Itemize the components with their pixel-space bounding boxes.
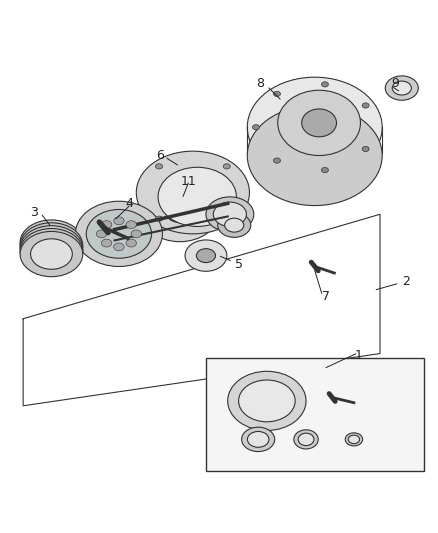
Text: 11: 11 xyxy=(180,175,196,188)
Ellipse shape xyxy=(321,82,328,87)
Ellipse shape xyxy=(31,230,72,261)
Ellipse shape xyxy=(247,77,382,177)
Ellipse shape xyxy=(31,233,72,263)
Ellipse shape xyxy=(239,380,295,422)
Ellipse shape xyxy=(20,220,83,265)
Ellipse shape xyxy=(278,90,360,156)
Ellipse shape xyxy=(321,167,328,173)
Text: 8: 8 xyxy=(256,77,265,90)
Ellipse shape xyxy=(96,230,107,238)
Text: 9: 9 xyxy=(391,77,399,90)
Ellipse shape xyxy=(155,216,162,221)
Ellipse shape xyxy=(362,103,369,108)
Ellipse shape xyxy=(253,125,259,130)
Ellipse shape xyxy=(20,229,83,274)
Ellipse shape xyxy=(348,435,360,443)
Ellipse shape xyxy=(362,147,369,151)
Ellipse shape xyxy=(75,201,162,266)
Ellipse shape xyxy=(206,197,254,232)
Text: 7: 7 xyxy=(321,290,330,303)
Ellipse shape xyxy=(223,216,230,221)
Ellipse shape xyxy=(294,430,318,449)
Ellipse shape xyxy=(136,151,250,234)
Ellipse shape xyxy=(155,164,162,169)
Ellipse shape xyxy=(31,228,72,258)
Ellipse shape xyxy=(158,167,237,227)
Ellipse shape xyxy=(196,249,215,263)
Ellipse shape xyxy=(225,218,244,232)
Text: 6: 6 xyxy=(156,149,164,162)
FancyBboxPatch shape xyxy=(206,358,424,471)
Ellipse shape xyxy=(302,109,336,137)
Ellipse shape xyxy=(223,164,230,169)
Ellipse shape xyxy=(101,239,112,247)
Text: 1: 1 xyxy=(354,349,362,362)
Ellipse shape xyxy=(273,158,280,163)
Text: 3: 3 xyxy=(30,206,38,219)
Ellipse shape xyxy=(114,243,124,251)
Ellipse shape xyxy=(31,236,72,266)
Ellipse shape xyxy=(385,76,418,100)
Ellipse shape xyxy=(141,182,219,241)
Ellipse shape xyxy=(31,239,72,269)
Ellipse shape xyxy=(126,239,136,247)
Ellipse shape xyxy=(101,221,112,229)
Text: 4: 4 xyxy=(126,197,134,210)
Ellipse shape xyxy=(20,231,83,277)
Text: 5: 5 xyxy=(235,258,243,271)
Ellipse shape xyxy=(20,225,83,271)
Ellipse shape xyxy=(242,427,275,451)
Text: 2: 2 xyxy=(402,275,410,288)
Ellipse shape xyxy=(213,202,247,227)
Ellipse shape xyxy=(273,91,280,96)
Ellipse shape xyxy=(218,213,251,237)
Ellipse shape xyxy=(247,431,269,447)
Ellipse shape xyxy=(131,230,141,238)
Ellipse shape xyxy=(185,240,227,271)
Ellipse shape xyxy=(228,372,306,431)
Ellipse shape xyxy=(20,223,83,268)
Ellipse shape xyxy=(166,201,194,223)
Ellipse shape xyxy=(114,217,124,225)
Ellipse shape xyxy=(345,433,363,446)
Ellipse shape xyxy=(247,106,382,206)
Ellipse shape xyxy=(298,433,314,446)
Ellipse shape xyxy=(86,209,152,258)
Ellipse shape xyxy=(392,81,411,95)
Ellipse shape xyxy=(126,221,136,229)
